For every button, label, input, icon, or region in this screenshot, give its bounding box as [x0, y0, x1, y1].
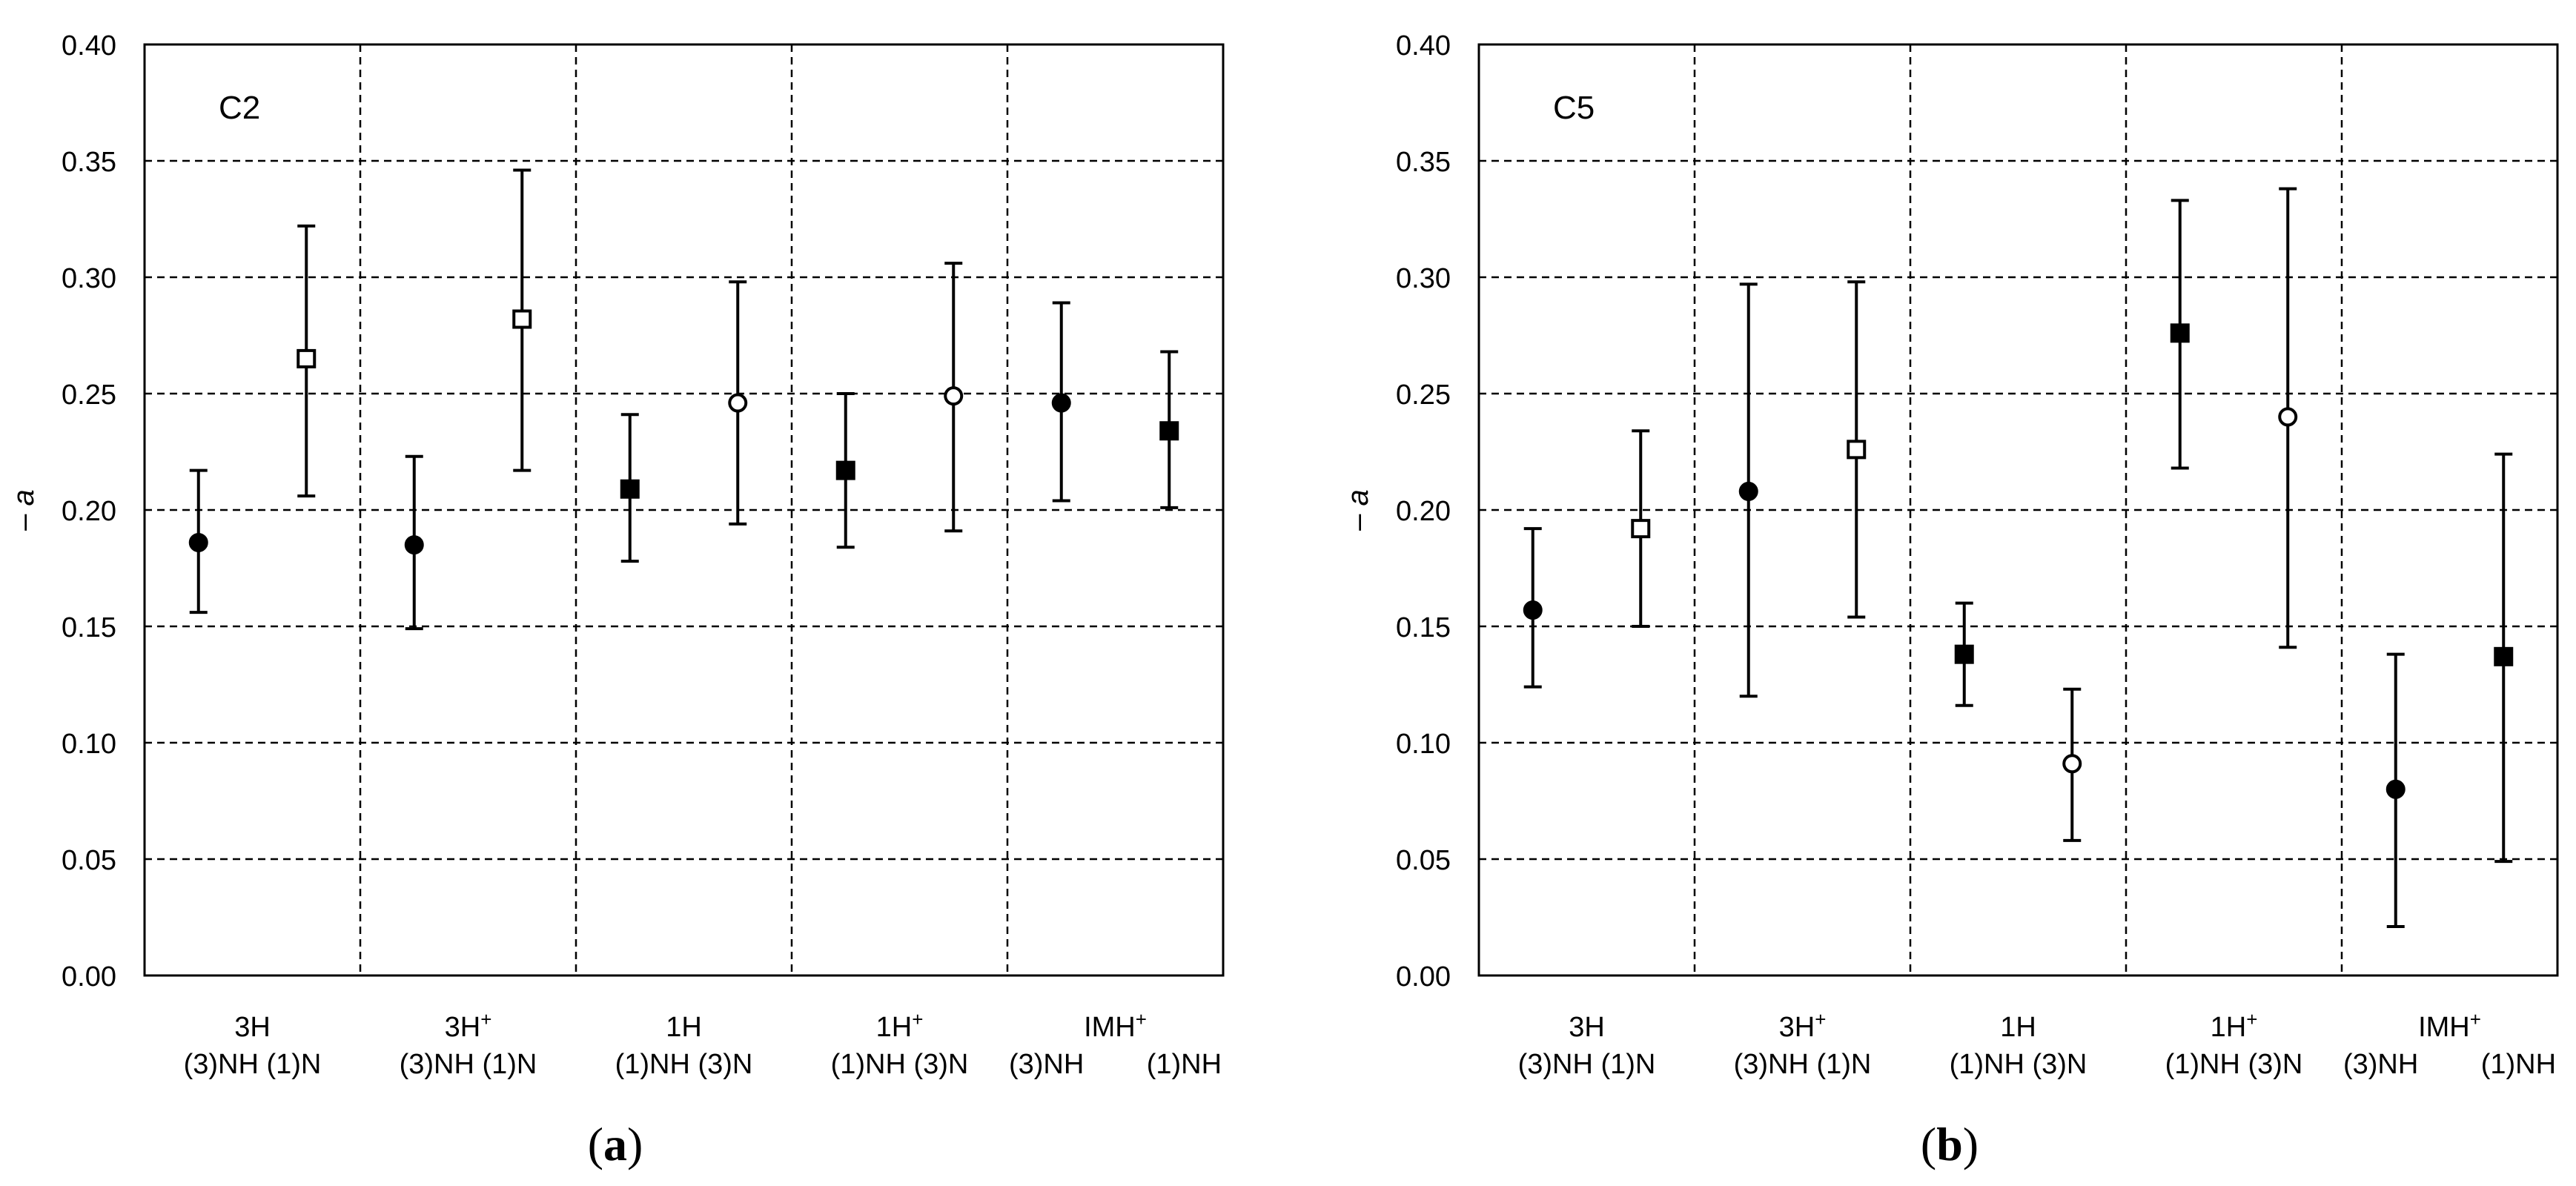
x-group-label-bottom: (3)NH (1)N: [1518, 1049, 1656, 1080]
x-group-label-bottom: (3)NH (1)NH: [2343, 1049, 2556, 1080]
x-group-label-top: IMH+: [1084, 1008, 1147, 1043]
data-point-square: [297, 348, 317, 368]
data-point-circle: [404, 535, 424, 555]
x-group-label-bottom: (3)NH (1)N: [400, 1049, 537, 1080]
y-tick-label: 0.00: [62, 961, 116, 993]
x-group-label-bottom: (1)NH (3)N: [831, 1049, 969, 1080]
y-tick-label: 0.30: [62, 263, 116, 294]
data-point-circle: [728, 393, 748, 413]
x-group-label-bottom: (1)NH (3)N: [2165, 1049, 2303, 1080]
x-group-label-bottom: (3)NH (1)N: [184, 1049, 322, 1080]
x-group-label-top: 1H+: [876, 1008, 924, 1043]
data-point-square: [835, 460, 855, 480]
y-tick-label: 0.25: [62, 380, 116, 411]
y-tick-label: 0.40: [62, 30, 116, 62]
data-point-square: [512, 309, 532, 329]
panel-label: C5: [1553, 90, 1595, 126]
y-tick-label: 0.40: [1396, 30, 1451, 62]
y-tick-label: 0.15: [1396, 612, 1451, 643]
data-point-square: [1631, 519, 1651, 539]
chart-panel-a: 0.00 0.05 0.10 0.15 0.20 0.25 0.30 0.35 0.40 – a C…: [7, 30, 1225, 1170]
data-point-square: [2494, 646, 2514, 666]
y-tick-label: 0.30: [1396, 263, 1451, 294]
panel-label: C2: [219, 90, 260, 126]
data-point-square: [2170, 323, 2190, 343]
x-group-label-bottom: (3)NH (1)N: [1734, 1049, 1872, 1080]
x-group-label-top: 1H: [2000, 1012, 2036, 1043]
data-point-square: [620, 479, 640, 499]
data-point-circle: [1051, 393, 1071, 413]
x-group-label-top: 3H+: [1779, 1008, 1827, 1043]
y-tick-label: 0.10: [1396, 729, 1451, 760]
x-group-label-top: 3H+: [445, 1008, 492, 1043]
y-tick-label: 0.20: [62, 496, 116, 527]
y-tick-label: 0.05: [62, 845, 116, 876]
y-tick-label: 0.35: [62, 147, 116, 178]
panel-caption: (b): [1921, 1118, 1979, 1170]
x-group-label-bottom: (1)NH (3)N: [615, 1049, 753, 1080]
plot-frame: [1477, 43, 2559, 977]
y-axis-label: – a: [1342, 489, 1374, 531]
data-point-circle: [2278, 407, 2298, 427]
data-point-circle: [1738, 481, 1758, 501]
chart-panel-b: 0.00 0.05 0.10 0.15 0.20 0.25 0.30 0.35 0.40 – a C…: [1342, 30, 2559, 1170]
y-axis-label: – a: [7, 489, 40, 531]
x-group-label-top: 3H: [1569, 1012, 1605, 1043]
y-tick-label: 0.35: [1396, 147, 1451, 178]
x-group-label-bottom: (3)NH (1)NH: [1009, 1049, 1222, 1080]
x-group-label-top: 3H: [234, 1012, 271, 1043]
y-tick-label: 0.10: [62, 729, 116, 760]
data-point-circle: [944, 386, 964, 406]
data-point-circle: [188, 532, 208, 552]
data-point-circle: [1523, 600, 1543, 620]
x-group-label-top: IMH+: [2418, 1008, 2481, 1043]
x-group-label-top: 1H+: [2211, 1008, 2258, 1043]
panel-caption: (a): [588, 1118, 643, 1170]
y-tick-label: 0.25: [1396, 380, 1451, 411]
x-group-label-top: 1H: [666, 1012, 702, 1043]
data-point-square: [1847, 440, 1867, 460]
y-tick-label: 0.05: [1396, 845, 1451, 876]
data-point-circle: [2385, 779, 2406, 799]
y-tick-label: 0.20: [1396, 496, 1451, 527]
data-point-circle: [2062, 754, 2082, 774]
data-point-square: [1954, 644, 1974, 664]
plot-frame: [143, 43, 1225, 977]
y-tick-label: 0.15: [62, 612, 116, 643]
x-group-label-bottom: (1)NH (3)N: [1950, 1049, 2087, 1080]
y-tick-label: 0.00: [1396, 961, 1451, 993]
data-point-square: [1159, 421, 1179, 441]
